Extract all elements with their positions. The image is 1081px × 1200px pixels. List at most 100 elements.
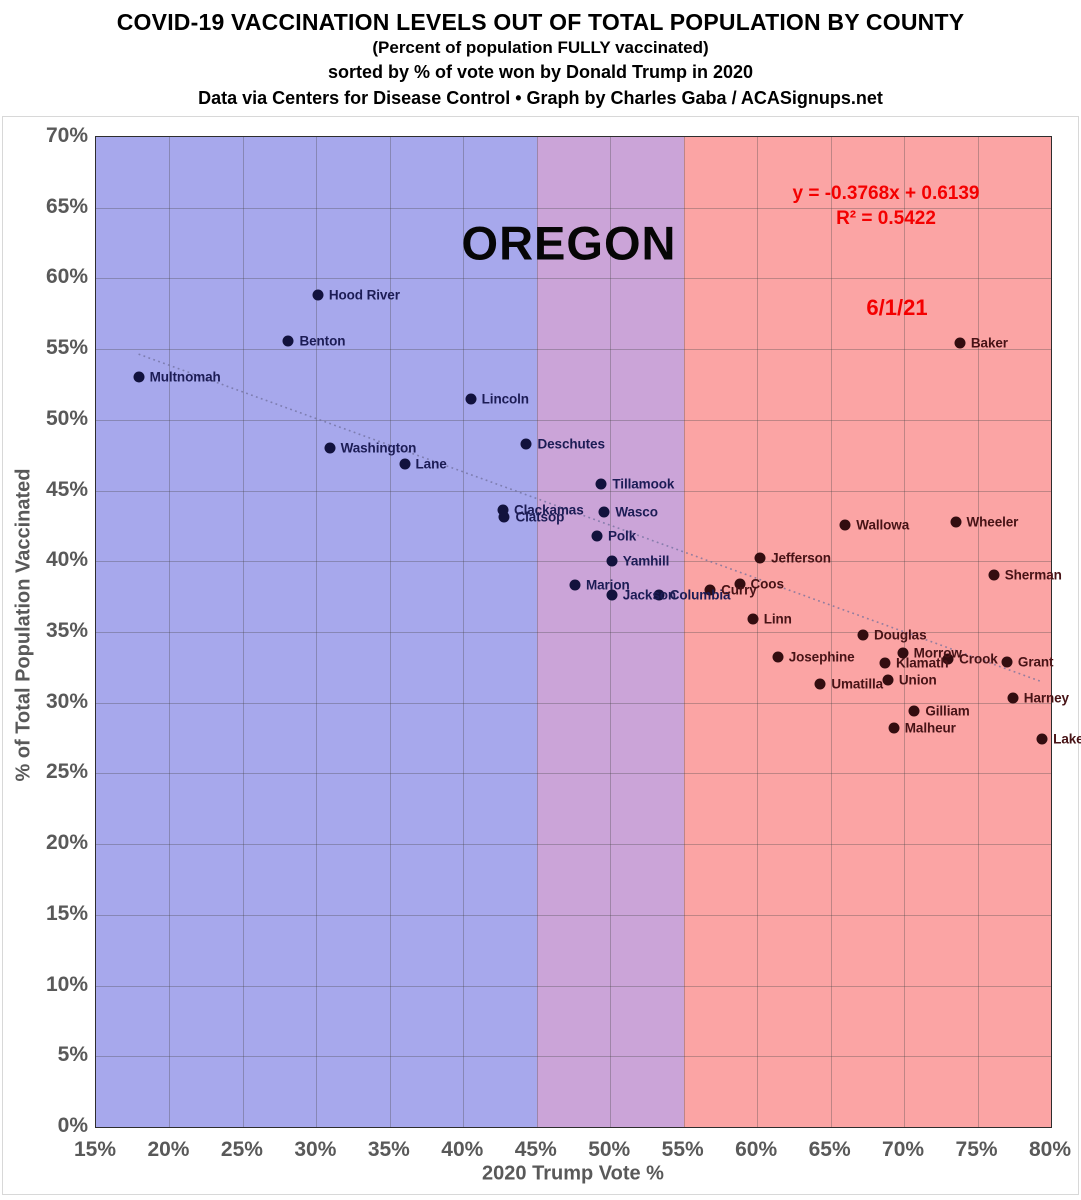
x-gridline xyxy=(977,137,979,1127)
x-axis-tick-label: 45% xyxy=(514,1138,557,1161)
county-label: Yamhill xyxy=(622,553,670,569)
x-axis-tick-label: 15% xyxy=(73,1138,117,1161)
x-gridline xyxy=(683,137,685,1127)
plot-area: OREGON y = -0.3768x + 0.6139 R² = 0.5422… xyxy=(95,136,1081,1128)
county-label: Malheur xyxy=(904,720,956,736)
y-gridline xyxy=(96,844,1051,846)
data-point-dot xyxy=(1007,692,1019,704)
data-point-dot xyxy=(734,578,746,590)
county-label: Lake xyxy=(1053,731,1081,747)
chart-subtitle-2: sorted by % of vote won by Donald Trump … xyxy=(327,62,754,82)
data-point-dot xyxy=(942,653,954,665)
trendline-equation: y = -0.3768x + 0.6139 xyxy=(792,183,980,204)
x-gridline xyxy=(316,137,318,1127)
x-gridline xyxy=(536,137,538,1127)
county-label: Jefferson xyxy=(771,550,831,566)
data-point-dot xyxy=(988,569,1000,581)
y-axis-tick-label: 20% xyxy=(45,831,88,855)
y-axis-tick-label: 40% xyxy=(45,548,88,572)
y-gridline xyxy=(96,490,1051,492)
region-blue xyxy=(96,137,537,1127)
x-axis-tick-label: 20% xyxy=(147,1138,190,1161)
county-label: Wasco xyxy=(615,504,658,520)
county-label: Crook xyxy=(959,651,998,667)
data-point-dot xyxy=(595,478,607,489)
data-point-dot xyxy=(312,289,324,301)
county-label: Hood River xyxy=(328,287,400,303)
date-label: 6/1/21 xyxy=(866,295,928,320)
county-label: Umatilla xyxy=(831,676,884,692)
x-axis-tick-label: 30% xyxy=(294,1138,337,1161)
x-axis-tick-label: 60% xyxy=(735,1138,778,1161)
y-gridline xyxy=(96,561,1051,563)
data-point-dot xyxy=(772,651,784,663)
x-gridline xyxy=(169,137,171,1127)
county-label: Grant xyxy=(1017,654,1054,670)
x-axis-tick-label: 35% xyxy=(367,1138,410,1161)
y-axis-tick-label: 60% xyxy=(45,265,88,289)
data-point-dot xyxy=(324,442,336,454)
data-point-dot xyxy=(606,555,618,567)
data-point-dot xyxy=(399,458,411,470)
data-point-dot xyxy=(1001,656,1013,668)
data-point-dot xyxy=(498,511,510,523)
data-point-dot xyxy=(879,657,891,669)
y-axis-tick-label: 70% xyxy=(45,124,88,147)
x-axis-tick-label: 25% xyxy=(220,1138,263,1161)
county-label: Marion xyxy=(585,577,630,593)
data-point-dot xyxy=(704,584,716,596)
county-label: Harney xyxy=(1023,690,1069,706)
x-gridline xyxy=(463,137,465,1127)
y-gridline xyxy=(96,773,1051,775)
y-gridline xyxy=(96,419,1051,421)
data-point-dot xyxy=(839,519,851,530)
state-label: OREGON xyxy=(461,216,677,270)
county-label: Lane xyxy=(415,456,447,472)
y-axis-tick-label: 15% xyxy=(45,901,88,925)
data-point-dot xyxy=(653,589,665,601)
county-label: Douglas xyxy=(873,627,927,643)
data-point-dot xyxy=(747,613,759,625)
y-axis-tick-label: 50% xyxy=(45,406,88,430)
x-gridline xyxy=(242,137,244,1127)
x-gridline xyxy=(757,137,759,1127)
county-label: Josephine xyxy=(788,649,855,665)
x-axis-tick-label: 70% xyxy=(882,1138,925,1161)
data-point-dot xyxy=(754,552,766,564)
y-gridline xyxy=(96,1056,1051,1058)
county-label: Union xyxy=(898,672,937,688)
data-point-dot xyxy=(598,506,610,518)
county-label: Sherman xyxy=(1004,567,1062,583)
county-label: Wallowa xyxy=(856,517,910,532)
y-axis-tick-label: 0% xyxy=(57,1114,88,1137)
county-label: Deschutes xyxy=(537,436,605,452)
data-point-dot xyxy=(814,678,826,690)
x-axis-tick-label: 65% xyxy=(808,1138,851,1161)
trendline-r-squared: R² = 0.5422 xyxy=(836,208,936,229)
county-label: Clatsop xyxy=(515,509,565,525)
y-axis-tick-label: 5% xyxy=(57,1043,88,1067)
data-point-dot xyxy=(606,589,618,601)
data-point-dot xyxy=(882,674,894,686)
y-gridline xyxy=(96,914,1051,916)
county-label: Baker xyxy=(970,335,1008,351)
x-gridline xyxy=(389,137,391,1127)
county-label: Morrow xyxy=(913,645,962,661)
y-gridline xyxy=(96,632,1051,633)
county-label: Multnomah xyxy=(149,369,221,385)
county-label: Benton xyxy=(299,333,346,349)
data-point-dot xyxy=(950,516,961,528)
data-point-dot xyxy=(857,629,869,641)
x-gridline xyxy=(610,137,612,1127)
chart-source-credit: Data via Centers for Disease Control • G… xyxy=(198,88,883,108)
county-label: Columbia xyxy=(669,587,731,603)
x-gridline xyxy=(904,137,906,1127)
data-point-dot xyxy=(133,371,145,383)
county-label: Jackson xyxy=(622,587,677,603)
county-label: Wheeler xyxy=(966,514,1019,530)
y-axis-tick-label: 25% xyxy=(45,760,88,784)
data-point-dot xyxy=(954,337,966,349)
data-point-dot xyxy=(520,438,532,450)
county-label: Lincoln xyxy=(481,391,529,407)
y-gridline xyxy=(96,985,1051,987)
